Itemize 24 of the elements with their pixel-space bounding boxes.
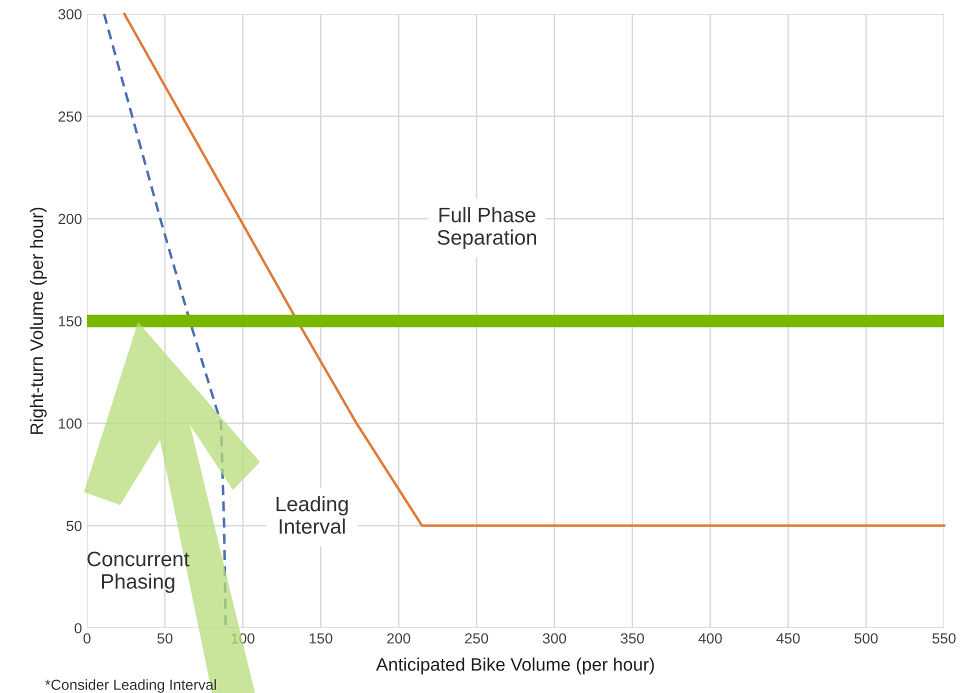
x-tick-label: 450 (776, 633, 800, 644)
y-tick-label: 200 (58, 214, 82, 224)
x-tick-label: 500 (854, 633, 878, 644)
x-tick-label: 400 (698, 633, 722, 644)
y-axis-title: Right-turn Volume (per hour) (30, 208, 47, 434)
y-tick-label: 300 (58, 9, 82, 20)
text: *Consider Leading Interval (45, 679, 216, 693)
x-tick-label: 300 (542, 633, 566, 644)
y-tick-label: 150 (58, 316, 82, 326)
x-tick-label: 550 (932, 633, 956, 644)
y-tick-label: 0 (74, 623, 82, 634)
x-tick-label: 50 (157, 633, 172, 644)
x-tick-label: 150 (310, 633, 332, 644)
y-tick-label: 250 (58, 111, 82, 122)
annotation: Full Phase Separation (438, 207, 536, 249)
x-tick-label: 350 (620, 633, 644, 644)
x-tick-label: 250 (465, 633, 488, 644)
x-axis-title: Anticipated Bike Volume (per hour) (376, 658, 654, 674)
x-tick-label: 0 (84, 633, 90, 644)
annotation: Leading Interval (276, 496, 348, 534)
annotation: Concurrent Phasing (88, 552, 190, 593)
x-tick-label: 200 (387, 633, 410, 644)
y-tick-label: 100 (58, 418, 82, 429)
y-tick-label: 50 (66, 520, 82, 532)
